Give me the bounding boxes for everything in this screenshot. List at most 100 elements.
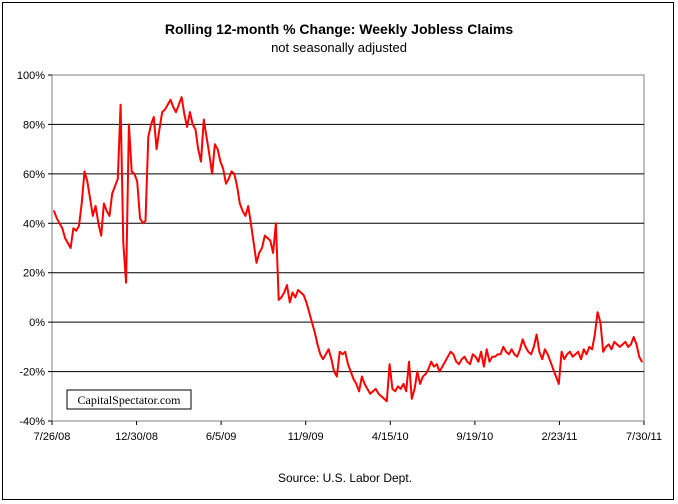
y-tick-label: 40% [23,218,45,230]
data-point [458,363,460,366]
data-point [594,333,596,336]
data-point [233,173,236,175]
data-point [97,222,100,225]
data-point [546,353,549,356]
data-point [619,346,621,348]
data-point [502,346,505,348]
data-point [494,355,496,358]
data-point [147,136,150,138]
data-point [250,222,252,225]
data-point [555,375,557,378]
data-point [560,351,563,353]
data-point [508,353,510,356]
data-point [338,351,341,353]
data-point [128,123,130,126]
x-tick-label: 7/26/08 [34,431,71,443]
data-point [191,123,194,126]
data-point [558,383,560,385]
x-tick-label: 7/30/11 [626,431,662,443]
y-tick-label: -40% [19,416,45,428]
data-point [402,383,405,385]
data-point [632,336,635,338]
data-point [61,227,64,229]
data-point [155,148,158,150]
data-point [444,360,446,363]
data-point [302,294,305,296]
data-point [136,180,138,183]
data-point [183,113,186,116]
x-tick-label: 12/30/08 [115,431,158,443]
data-point [239,202,241,205]
data-point [524,346,527,348]
data-point [111,192,113,195]
data-point [205,136,208,138]
data-point [225,182,227,185]
data-point [533,346,535,348]
data-point [316,343,319,346]
data-point [130,170,133,173]
data-point [180,96,183,98]
data-point [200,160,202,163]
data-point [413,388,416,390]
data-point [64,237,66,239]
data-point [319,353,322,356]
data-point [380,395,383,398]
data-point [216,148,219,150]
data-point [294,296,297,299]
data-point [422,375,424,378]
data-point [72,227,75,229]
data-point [161,111,163,113]
chart-source: Source: U.S. Labor Dept. [278,471,412,485]
data-point [244,215,247,217]
x-tick-label: 4/15/10 [372,431,409,443]
data-point [472,353,474,356]
data-point [358,390,360,393]
data-point [219,160,222,163]
data-point [194,128,197,131]
chart-title: Rolling 12-month % Change: Weekly Jobles… [165,21,513,37]
data-point [361,375,363,378]
data-point [374,388,377,390]
data-point [289,301,291,304]
data-point [272,252,274,254]
data-point [142,222,144,225]
y-tick-label: 100% [17,70,45,82]
data-point [94,205,97,207]
data-point [416,370,419,373]
x-tick-label: 11/9/09 [288,431,324,443]
data-point [513,353,516,356]
data-point [541,358,543,361]
data-point [139,217,141,220]
data-point [463,355,466,358]
data-point [53,210,55,212]
data-point [455,360,458,363]
data-point [394,390,397,393]
chart-subtitle: not seasonally adjusted [271,40,407,55]
data-point [172,106,175,108]
data-point [336,375,338,378]
data-point [203,118,205,121]
data-point [372,390,374,393]
data-point [236,185,238,187]
data-point [616,343,618,346]
data-point [347,363,349,366]
data-point [58,222,61,225]
data-point [483,365,485,368]
x-tick-label: 9/19/10 [457,431,494,443]
data-point [89,197,91,200]
data-point [300,291,302,294]
data-point [330,358,333,361]
data-point [552,368,554,370]
data-point [383,398,385,400]
data-point [153,116,155,118]
data-point [566,353,568,356]
data-point [591,348,593,351]
data-point [122,242,125,244]
y-axis-ticks: 100% 80% 60% 40% 20% 0% -20% -40% [17,70,52,428]
data-point [610,348,613,351]
data-point [485,348,488,351]
data-point [491,355,494,358]
data-point [452,353,455,356]
data-point [86,180,89,183]
y-tick-label: 60% [23,169,45,181]
